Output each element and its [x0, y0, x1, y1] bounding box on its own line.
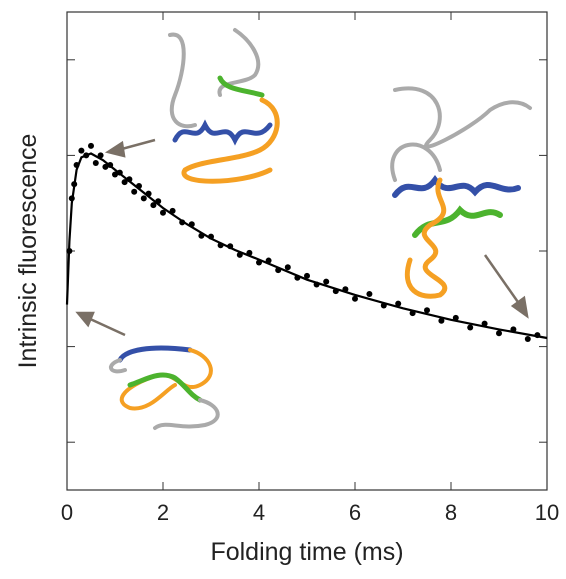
data-point — [524, 335, 531, 342]
y-axis-label: Intrinsic fluorescence — [14, 134, 42, 369]
data-point — [395, 300, 402, 307]
data-point — [160, 209, 166, 216]
data-point — [88, 142, 94, 149]
plot-frame — [66, 11, 548, 491]
x-axis-label: Folding time (ms) — [210, 538, 403, 566]
data-point — [112, 171, 118, 178]
data-point — [121, 179, 128, 186]
data-point — [323, 278, 330, 285]
protein-cartoon — [109, 28, 532, 430]
data-point — [467, 324, 474, 331]
data-point — [424, 307, 430, 314]
data-point — [102, 163, 109, 170]
data-point — [352, 295, 358, 302]
data-point — [140, 195, 147, 202]
fit-line — [65, 152, 548, 340]
data-point — [150, 202, 157, 209]
x-tick-label: 2 — [157, 500, 169, 525]
arrow — [75, 138, 529, 337]
x-tick-label: 0 — [61, 500, 73, 525]
data-point — [131, 188, 138, 195]
x-tick-label: 4 — [253, 500, 265, 525]
data-point — [78, 147, 85, 154]
data-point — [304, 272, 310, 279]
x-tick-label: 6 — [349, 500, 361, 525]
x-tick-label: 10 — [535, 500, 559, 525]
data-point — [366, 291, 373, 298]
data-point — [92, 160, 99, 167]
data-point — [284, 264, 291, 271]
x-tick-label: 8 — [445, 500, 457, 525]
data-point — [496, 330, 502, 337]
data-point — [438, 317, 445, 324]
